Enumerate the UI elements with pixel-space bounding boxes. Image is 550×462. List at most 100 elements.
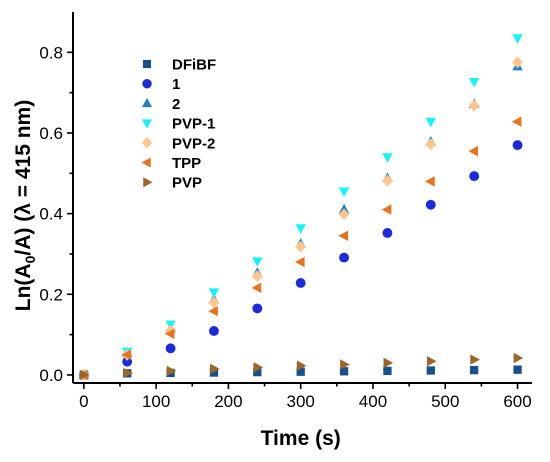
legend-label: PVP-1 xyxy=(172,116,215,133)
legend-label: PVP xyxy=(172,175,202,192)
data-point xyxy=(382,228,393,238)
y-tick-label: 0.4 xyxy=(39,205,63,224)
legend-label: 2 xyxy=(172,96,180,113)
legend-label: 1 xyxy=(172,76,180,93)
legend-label: TPP xyxy=(172,155,201,172)
legend-label: PVP-2 xyxy=(172,135,215,152)
data-point xyxy=(512,140,523,151)
data-point xyxy=(425,199,436,210)
data-point xyxy=(251,282,262,294)
y-tick-label: 0.0 xyxy=(39,366,63,385)
data-point xyxy=(511,116,522,127)
data-point xyxy=(340,359,350,370)
data-point xyxy=(513,352,524,364)
data-point xyxy=(165,324,177,337)
y-axis-label: Ln(A0/A) (λ = 415 nm) xyxy=(12,100,38,311)
y-axis-label-subscript: 0 xyxy=(22,255,38,263)
data-point xyxy=(468,77,480,88)
legend-marker xyxy=(142,78,152,89)
data-points-group xyxy=(78,34,524,381)
data-point xyxy=(425,176,435,187)
series-3 xyxy=(78,60,523,379)
data-point xyxy=(295,224,306,234)
data-point xyxy=(339,252,350,263)
data-point xyxy=(210,363,220,375)
y-axis-label-rest: /A) (λ = 415 nm) xyxy=(12,100,35,256)
x-tick-label: 600 xyxy=(503,392,531,411)
series-6 xyxy=(78,116,522,381)
data-point xyxy=(166,365,177,377)
x-tick-label: 300 xyxy=(287,392,315,411)
data-point xyxy=(338,208,350,221)
data-point xyxy=(208,288,220,298)
data-point xyxy=(381,174,393,187)
data-point xyxy=(79,369,90,381)
data-point xyxy=(123,367,133,379)
data-point xyxy=(469,171,480,182)
data-point xyxy=(425,138,437,151)
data-point xyxy=(253,367,262,377)
data-point xyxy=(339,367,349,376)
y-tick-label: 0.8 xyxy=(39,43,63,62)
data-point xyxy=(208,296,220,309)
data-point xyxy=(296,367,305,376)
legend-marker xyxy=(143,177,153,188)
data-point xyxy=(468,145,479,157)
legend-item: PVP xyxy=(143,175,202,192)
data-point xyxy=(251,270,263,283)
legend-item: PVP-2 xyxy=(141,135,215,152)
x-axis-label: Time (s) xyxy=(261,427,341,450)
data-point xyxy=(426,356,437,367)
data-point xyxy=(295,240,307,253)
x-tick-label: 200 xyxy=(214,392,242,411)
y-tick-label: 0.6 xyxy=(39,124,63,143)
legend-item: PVP-1 xyxy=(142,116,215,133)
data-point xyxy=(208,306,218,317)
data-point xyxy=(121,349,132,360)
legend-marker xyxy=(141,137,153,149)
legend-item: 1 xyxy=(142,76,180,93)
data-point xyxy=(295,278,306,288)
legend-marker xyxy=(141,157,151,168)
data-point xyxy=(294,256,305,268)
data-point xyxy=(253,362,264,373)
data-point xyxy=(209,326,219,336)
data-point xyxy=(209,368,219,377)
data-point xyxy=(470,365,479,375)
data-point xyxy=(252,303,263,314)
y-axis-label-main: Ln(A xyxy=(12,263,35,311)
legend-item: 2 xyxy=(142,96,180,113)
legend-item: TPP xyxy=(141,155,201,172)
data-point xyxy=(513,365,522,374)
y-tick-label: 0.2 xyxy=(39,285,63,304)
legend-marker xyxy=(142,97,152,108)
series-7 xyxy=(79,352,524,381)
legend-marker xyxy=(143,60,151,68)
data-point xyxy=(338,187,350,198)
data-point xyxy=(381,204,392,215)
data-point xyxy=(426,366,435,375)
data-point xyxy=(512,56,524,69)
axes-group xyxy=(72,12,532,384)
data-point xyxy=(383,366,392,376)
data-point xyxy=(252,257,263,267)
x-tick-label: 500 xyxy=(431,392,459,411)
x-tick-label: 100 xyxy=(142,392,170,411)
data-point xyxy=(165,343,176,354)
data-point xyxy=(383,357,394,369)
data-point xyxy=(338,230,348,242)
legend: DFiBF 1 2 PVP-1 PVP-2 TPP PVP xyxy=(141,57,216,192)
legend-item: DFiBF xyxy=(143,57,216,74)
x-tick-label: 400 xyxy=(359,392,387,411)
data-point xyxy=(164,328,175,340)
data-point xyxy=(382,153,393,163)
legend-marker xyxy=(142,119,152,129)
data-point xyxy=(425,117,437,128)
data-point xyxy=(470,354,480,365)
ticks-group: 0 100 200 300 400 500 600 0.0 0.2 0.4 0.6 0.8 xyxy=(39,43,531,411)
data-point xyxy=(468,99,480,112)
data-point xyxy=(512,34,523,44)
data-point xyxy=(296,360,307,371)
